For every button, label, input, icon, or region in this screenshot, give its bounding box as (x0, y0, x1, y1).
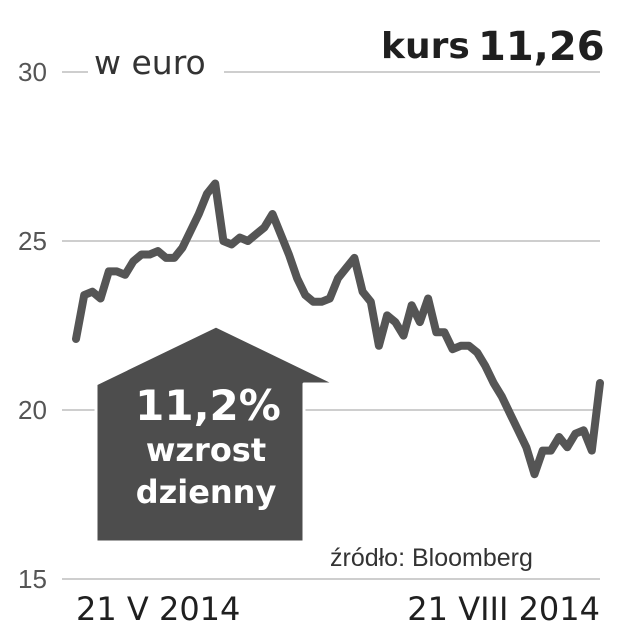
y-tick-label: 25 (18, 226, 47, 256)
y-axis-ticks: 30 25 20 15 (18, 57, 47, 594)
y-tick-label: 20 (18, 395, 47, 425)
rate-value: 11,26 (478, 24, 605, 70)
growth-badge-arrow (94, 324, 338, 544)
unit-label-bg (88, 40, 224, 86)
source-note: źródło: Bloomberg (330, 544, 533, 572)
growth-badge: 11,2% wzrost dzienny (94, 324, 338, 544)
y-axis-unit-label: w euro (94, 43, 206, 82)
price-line (72, 179, 604, 479)
rate-label: kurs (381, 26, 470, 67)
growth-word: wzrost (146, 431, 266, 469)
growth-period: dzienny (136, 473, 277, 511)
y-tick-label: 30 (18, 57, 47, 87)
x-axis-start-label: 21 V 2014 (76, 590, 240, 628)
x-axis-end-label: 21 VIII 2014 (407, 590, 600, 628)
growth-percent: 11,2% (135, 381, 281, 430)
y-tick-label: 15 (18, 564, 47, 594)
